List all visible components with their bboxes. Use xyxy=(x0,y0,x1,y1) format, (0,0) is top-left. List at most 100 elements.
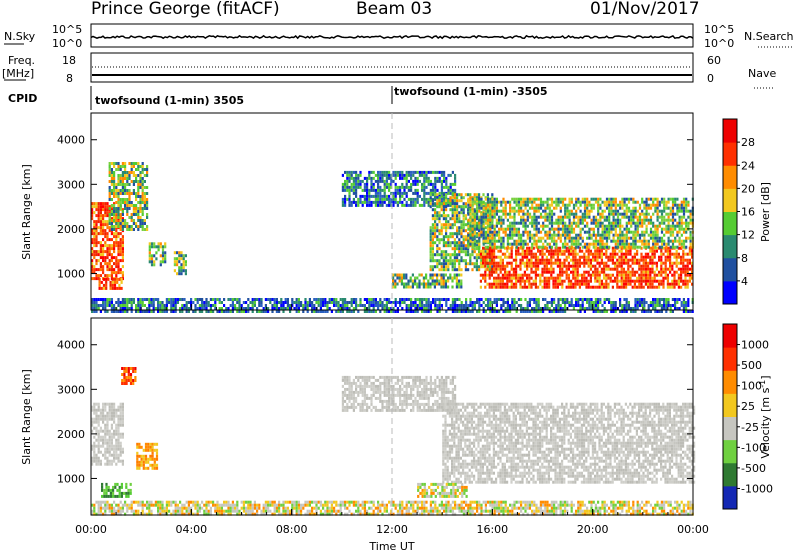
echo-cell xyxy=(126,171,129,174)
echo-cell xyxy=(464,265,467,269)
echo-cell xyxy=(110,301,113,304)
echo-cell xyxy=(431,259,434,263)
echo-cell xyxy=(589,279,592,283)
echo-cell xyxy=(605,273,608,277)
echo-cell xyxy=(451,268,454,272)
echo-cell xyxy=(116,286,119,290)
echo-cell xyxy=(638,218,642,222)
echo-cell xyxy=(675,282,678,286)
echo-cell xyxy=(95,208,98,212)
echo-cell xyxy=(570,258,573,262)
echo-cell xyxy=(588,209,591,213)
echo-cell xyxy=(663,209,666,213)
echo-cell xyxy=(115,186,118,189)
echo-cell xyxy=(438,238,441,242)
echo-cell xyxy=(478,298,481,301)
echo-cell xyxy=(509,230,512,234)
echo-cell xyxy=(519,264,522,268)
echo-cell xyxy=(504,276,507,280)
echo-cell xyxy=(550,221,554,225)
echo-cell xyxy=(121,192,124,195)
echo-cell xyxy=(625,255,628,259)
echo-cell xyxy=(381,301,384,304)
echo-cell xyxy=(451,304,454,307)
echo-cell xyxy=(663,215,666,219)
echo-cell xyxy=(220,301,223,304)
echo-cell xyxy=(493,258,496,262)
echo-cell xyxy=(594,298,597,301)
echo-cell xyxy=(559,239,562,243)
echo-cell xyxy=(572,261,575,265)
echo-cell xyxy=(642,261,645,265)
echo-cell xyxy=(357,176,360,180)
echo-cell xyxy=(513,221,516,225)
echo-cell xyxy=(546,236,549,240)
echo-cell xyxy=(337,310,340,313)
echo-cell xyxy=(530,285,533,289)
echo-cell xyxy=(691,252,694,256)
echo-cell xyxy=(355,188,358,192)
echo-cell xyxy=(621,203,624,207)
echo-cell xyxy=(605,242,609,246)
echo-cell xyxy=(535,230,538,234)
echo-cell xyxy=(530,264,533,268)
echo-cell xyxy=(511,227,514,231)
echo-cell xyxy=(607,267,610,271)
echo-cell xyxy=(523,264,526,268)
echo-cell xyxy=(616,209,620,213)
echo-cell xyxy=(117,210,120,213)
echo-cell xyxy=(427,307,430,310)
echo-cell xyxy=(390,182,393,186)
echo-cell xyxy=(678,215,681,219)
echo-cell xyxy=(685,203,688,207)
echo-cell xyxy=(664,261,667,265)
echo-cell xyxy=(561,273,564,277)
echo-cell xyxy=(552,270,555,274)
echo-cell xyxy=(665,224,668,228)
echo-cell xyxy=(350,304,353,307)
echo-cell xyxy=(506,255,509,259)
echo-cell xyxy=(405,182,408,186)
echo-cell xyxy=(607,276,610,280)
echo-cell xyxy=(407,185,410,189)
echo-cell xyxy=(576,258,579,262)
echo-cell xyxy=(662,276,665,280)
echo-cell xyxy=(588,242,591,246)
echo-cell xyxy=(344,197,347,201)
echo-cell xyxy=(471,221,474,225)
echo-cell xyxy=(658,236,661,240)
echo-cell xyxy=(561,249,564,253)
echo-cell xyxy=(559,276,562,280)
echo-cell xyxy=(611,255,614,259)
echo-cell xyxy=(400,276,403,280)
echo-cell xyxy=(128,195,131,198)
echo-cell xyxy=(520,221,523,225)
echo-cell xyxy=(108,222,111,225)
echo-cell xyxy=(669,249,672,253)
echo-cell xyxy=(141,222,144,225)
echo-cell xyxy=(555,245,558,249)
echo-cell xyxy=(456,256,459,260)
echo-cell xyxy=(647,212,650,216)
echo-cell xyxy=(102,247,105,251)
echo-cell xyxy=(431,279,434,283)
echo-cell xyxy=(620,264,623,268)
echo-cell xyxy=(686,261,689,265)
echo-cell xyxy=(677,255,680,259)
echo-cell xyxy=(484,221,487,225)
echo-cell xyxy=(344,182,347,186)
echo-cell xyxy=(548,267,551,271)
echo-cell xyxy=(256,298,259,301)
echo-cell xyxy=(495,276,498,280)
echo-cell xyxy=(680,267,683,271)
echo-cell xyxy=(684,252,687,256)
echo-cell xyxy=(128,216,131,219)
echo-cell xyxy=(260,310,263,313)
echo-cell xyxy=(634,227,637,231)
echo-cell xyxy=(113,202,116,206)
echo-cell xyxy=(523,285,526,289)
echo-cell xyxy=(141,225,144,228)
echo-cell xyxy=(640,264,643,268)
echo-cell xyxy=(95,301,98,304)
echo-cell xyxy=(660,252,663,256)
